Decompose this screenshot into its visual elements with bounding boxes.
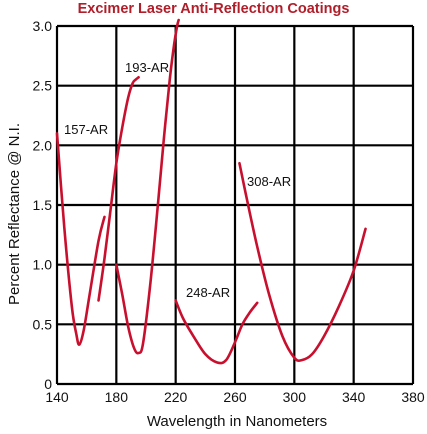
- series-line-248-ar: [174, 299, 259, 365]
- curve-label-193-ar: 193-AR: [125, 60, 169, 75]
- series-curves: [55, 18, 367, 365]
- y-tick-label: 1.0: [33, 257, 53, 273]
- x-tick-label: 340: [342, 389, 366, 405]
- series-line-308-ar: [238, 161, 367, 362]
- x-tick-label: 180: [105, 389, 129, 405]
- tick-labels: 140 180 220 260 300 340 380 0 0.5 1.0 1.5 2.0 2.5 3.0: [33, 18, 425, 405]
- curve-label-308-ar: 308-AR: [247, 174, 291, 189]
- y-tick-label: 3.0: [33, 18, 53, 34]
- curve-label-248-ar: 248-AR: [186, 285, 230, 300]
- y-tick-label: 0.5: [33, 316, 53, 332]
- y-axis-label: Percent Reflectance @ N.I.: [6, 123, 23, 305]
- x-tick-label: 220: [164, 389, 188, 405]
- series-line-unnamed-2: [115, 18, 180, 355]
- y-tick-label: 1.5: [33, 197, 53, 213]
- y-tick-label: 0: [44, 376, 52, 392]
- series-line-157-ar: [55, 132, 106, 346]
- grid: [55, 24, 415, 386]
- x-tick-label: 300: [283, 389, 307, 405]
- y-tick-label: 2.0: [33, 137, 53, 153]
- curve-label-157-ar: 157-AR: [64, 122, 108, 137]
- x-tick-label: 260: [223, 389, 247, 405]
- x-axis-label: Wavelength in Nanometers: [147, 413, 327, 430]
- chart-title: Excimer Laser Anti-Reflection Coatings: [77, 1, 350, 17]
- y-tick-label: 2.5: [33, 78, 53, 94]
- series-line-193-ar: [97, 76, 140, 302]
- x-tick-label: 140: [45, 389, 69, 405]
- curve-labels: 157-AR 193-AR 248-AR 308-AR: [64, 60, 291, 300]
- x-tick-label: 380: [401, 389, 425, 405]
